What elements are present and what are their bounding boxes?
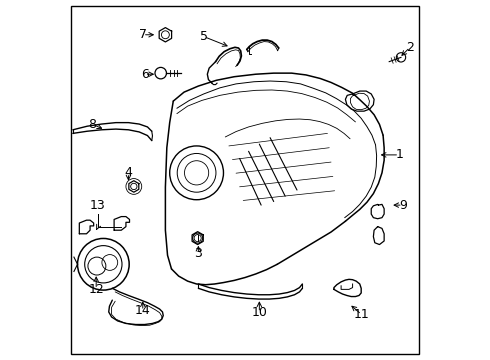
Text: 6: 6 [141, 68, 148, 81]
Text: 5: 5 [200, 30, 208, 43]
Text: 2: 2 [406, 41, 414, 54]
Text: 12: 12 [88, 283, 104, 296]
Text: 4: 4 [124, 166, 132, 179]
Text: 1: 1 [395, 148, 403, 161]
Text: 9: 9 [399, 199, 407, 212]
Text: 3: 3 [195, 247, 202, 260]
Text: 7: 7 [139, 28, 147, 41]
Text: 13: 13 [90, 199, 106, 212]
Text: 14: 14 [135, 305, 150, 318]
Text: 11: 11 [354, 308, 369, 321]
Text: 10: 10 [251, 306, 267, 319]
Text: 8: 8 [89, 118, 97, 131]
